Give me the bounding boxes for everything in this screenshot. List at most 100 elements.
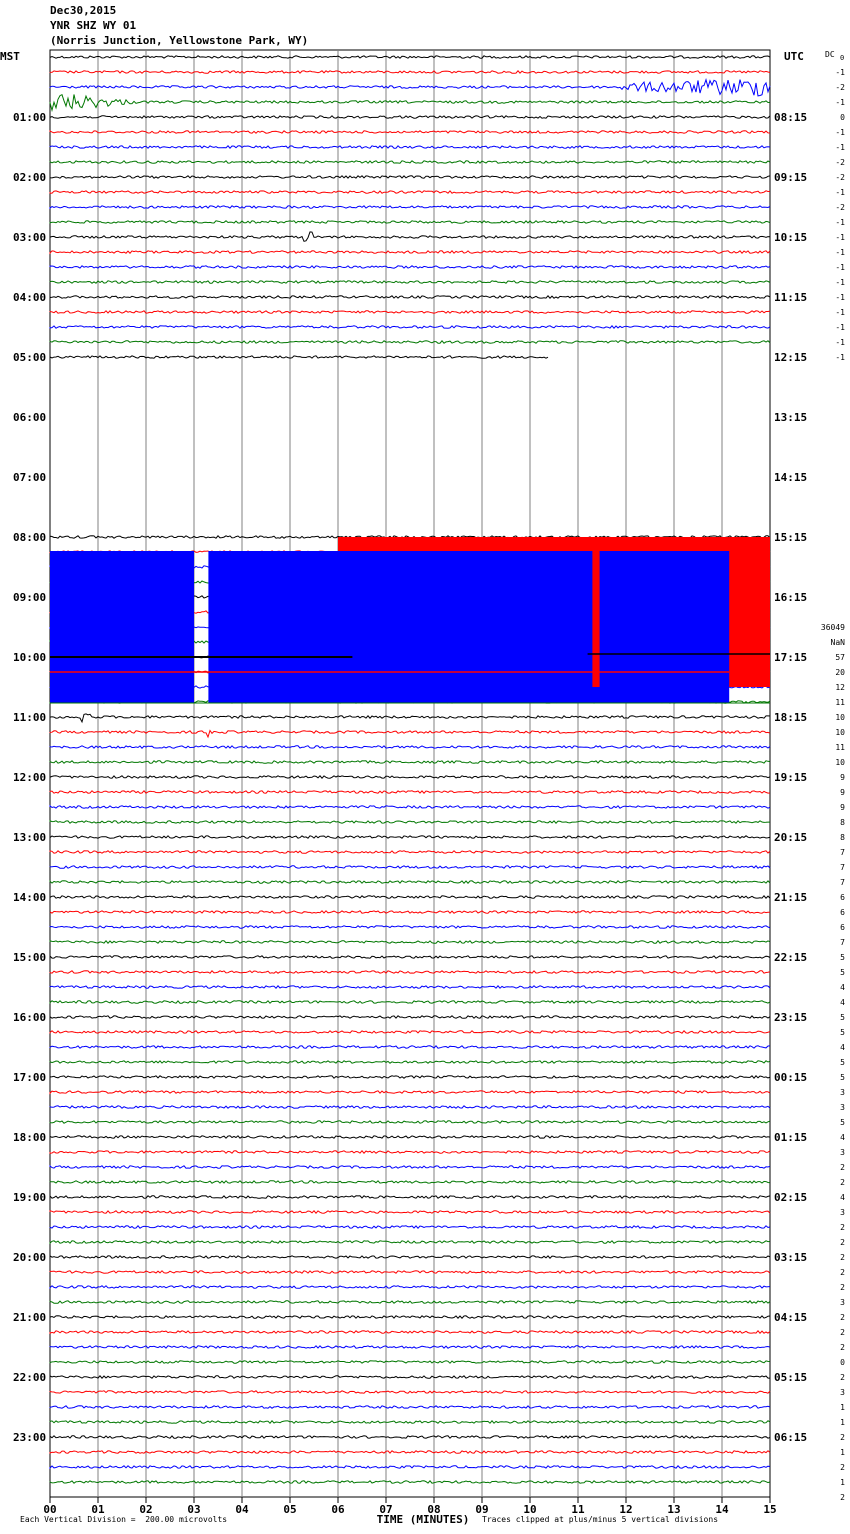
- trace-line: [49, 880, 771, 884]
- trace-line: [49, 295, 771, 299]
- trace-line: [49, 1465, 771, 1470]
- dc-offset-label: 3: [840, 1148, 845, 1157]
- x-tick-label: 09: [475, 1503, 488, 1516]
- dc-label: DC: [825, 50, 835, 59]
- dc-offset-label: 11: [835, 698, 845, 707]
- trace-line: [49, 1240, 771, 1245]
- trace-line: [49, 250, 771, 255]
- mst-hour-label: 18:00: [13, 1131, 46, 1144]
- trace-line: [49, 1030, 771, 1034]
- dc-offset-label: 2: [840, 1328, 845, 1337]
- dc-offset-label: -1: [835, 338, 845, 347]
- dc-offset-label: 9: [840, 788, 845, 797]
- x-tick-label: 00: [43, 1503, 56, 1516]
- division-note: Each Vertical Division = 200.00 microvol…: [20, 1515, 228, 1524]
- dc-offset-label: -1: [835, 248, 845, 257]
- trace-line: [49, 745, 771, 749]
- utc-hour-label: 20:15: [774, 831, 807, 844]
- dc-offset-label: 2: [840, 1373, 845, 1382]
- dc-offset-label: 3: [840, 1388, 845, 1397]
- trace-line: [49, 1435, 771, 1439]
- dc-offset-label: 5: [840, 1118, 845, 1127]
- trace-line: [49, 1330, 771, 1334]
- dc-offset-label: 2: [840, 1463, 845, 1472]
- dc-offset-label: 5: [840, 1013, 845, 1022]
- dc-offset-label: 36049: [821, 623, 845, 632]
- utc-hour-label: 10:15: [774, 231, 807, 244]
- x-axis-title: TIME (MINUTES): [377, 1513, 470, 1526]
- utc-hour-label: 15:15: [774, 531, 807, 544]
- trace-line: [49, 954, 771, 959]
- trace-line: [49, 865, 771, 869]
- trace-line: [49, 205, 771, 210]
- mst-hour-label: 09:00: [13, 591, 46, 604]
- dc-offset-label: -1: [835, 68, 845, 77]
- x-tick-label: 15: [763, 1503, 776, 1516]
- dc-offset-label: -1: [835, 128, 845, 137]
- dc-offset-label: 2: [840, 1178, 845, 1187]
- trace-line: [49, 804, 771, 809]
- x-tick-label: 05: [283, 1503, 296, 1516]
- x-tick-label: 11: [571, 1503, 585, 1516]
- trace-line: [49, 760, 771, 764]
- x-tick-label: 02: [139, 1503, 152, 1516]
- trace-line: [49, 1300, 771, 1304]
- trace-line: [49, 1060, 771, 1064]
- dc-offset-label: 57: [835, 653, 845, 662]
- mst-hour-label: 01:00: [13, 111, 46, 124]
- mst-hour-label: 07:00: [13, 471, 46, 484]
- dc-offset-label: 8: [840, 818, 845, 827]
- dc-offset-label: 2: [840, 1268, 845, 1277]
- trace-line: [49, 1375, 770, 1379]
- trace-line: [49, 940, 771, 944]
- trace-line: [49, 820, 770, 824]
- utc-hour-label: 01:15: [774, 1131, 807, 1144]
- utc-hour-label: 00:15: [774, 1071, 807, 1084]
- trace-line: [49, 1480, 771, 1484]
- utc-hour-label: 13:15: [774, 411, 807, 424]
- mst-hour-label: 04:00: [13, 291, 46, 304]
- trace-line: [49, 1164, 771, 1169]
- dc-offset-label: 2: [840, 1253, 845, 1262]
- dc-offset-label: -2: [835, 158, 845, 167]
- mst-hour-label: 08:00: [13, 531, 46, 544]
- dc-offset-label: 5: [840, 953, 845, 962]
- trace-line: [49, 729, 771, 739]
- dc-offset-label: -1: [835, 218, 845, 227]
- trace-line: [49, 1105, 771, 1109]
- dc-offset-label: 5: [840, 968, 845, 977]
- clipped-red-spike: [592, 551, 600, 687]
- dc-offset-label: 7: [840, 863, 845, 872]
- dc-offset-label: 5: [840, 1058, 845, 1067]
- trace-line: [49, 1420, 771, 1424]
- dc-sub-label: 0: [840, 54, 844, 62]
- trace-line: [49, 70, 771, 74]
- mst-hour-label: 11:00: [13, 711, 46, 724]
- dc-offset-label: 0: [840, 113, 845, 122]
- utc-hour-label: 08:15: [774, 111, 807, 124]
- mst-hour-label: 23:00: [13, 1431, 46, 1444]
- trace-line: [49, 1015, 771, 1019]
- trace-line: [49, 1360, 771, 1364]
- dc-offset-label: -1: [835, 278, 845, 287]
- utc-hour-label: 22:15: [774, 951, 807, 964]
- trace-line: [49, 77, 771, 97]
- dc-offset-label: 6: [840, 923, 845, 932]
- x-tick-label: 08: [427, 1503, 440, 1516]
- trace-line: [49, 1225, 771, 1229]
- dc-offset-label: -1: [835, 98, 845, 107]
- trace-line: [49, 1285, 771, 1290]
- dc-offset-label: -2: [835, 173, 845, 182]
- trace-line: [49, 850, 771, 854]
- trace-line: [49, 94, 771, 113]
- dc-offset-label: 2: [840, 1433, 845, 1442]
- x-tick-label: 07: [379, 1503, 392, 1516]
- dc-offset-label: 7: [840, 878, 845, 887]
- mst-hour-label: 06:00: [13, 411, 46, 424]
- mst-hour-label: 19:00: [13, 1191, 46, 1204]
- dc-offset-label: 9: [840, 803, 845, 812]
- dc-offset-label: 10: [835, 728, 845, 737]
- utc-hour-label: 03:15: [774, 1251, 807, 1264]
- trace-line: [49, 55, 771, 59]
- trace-line: [49, 1194, 771, 1199]
